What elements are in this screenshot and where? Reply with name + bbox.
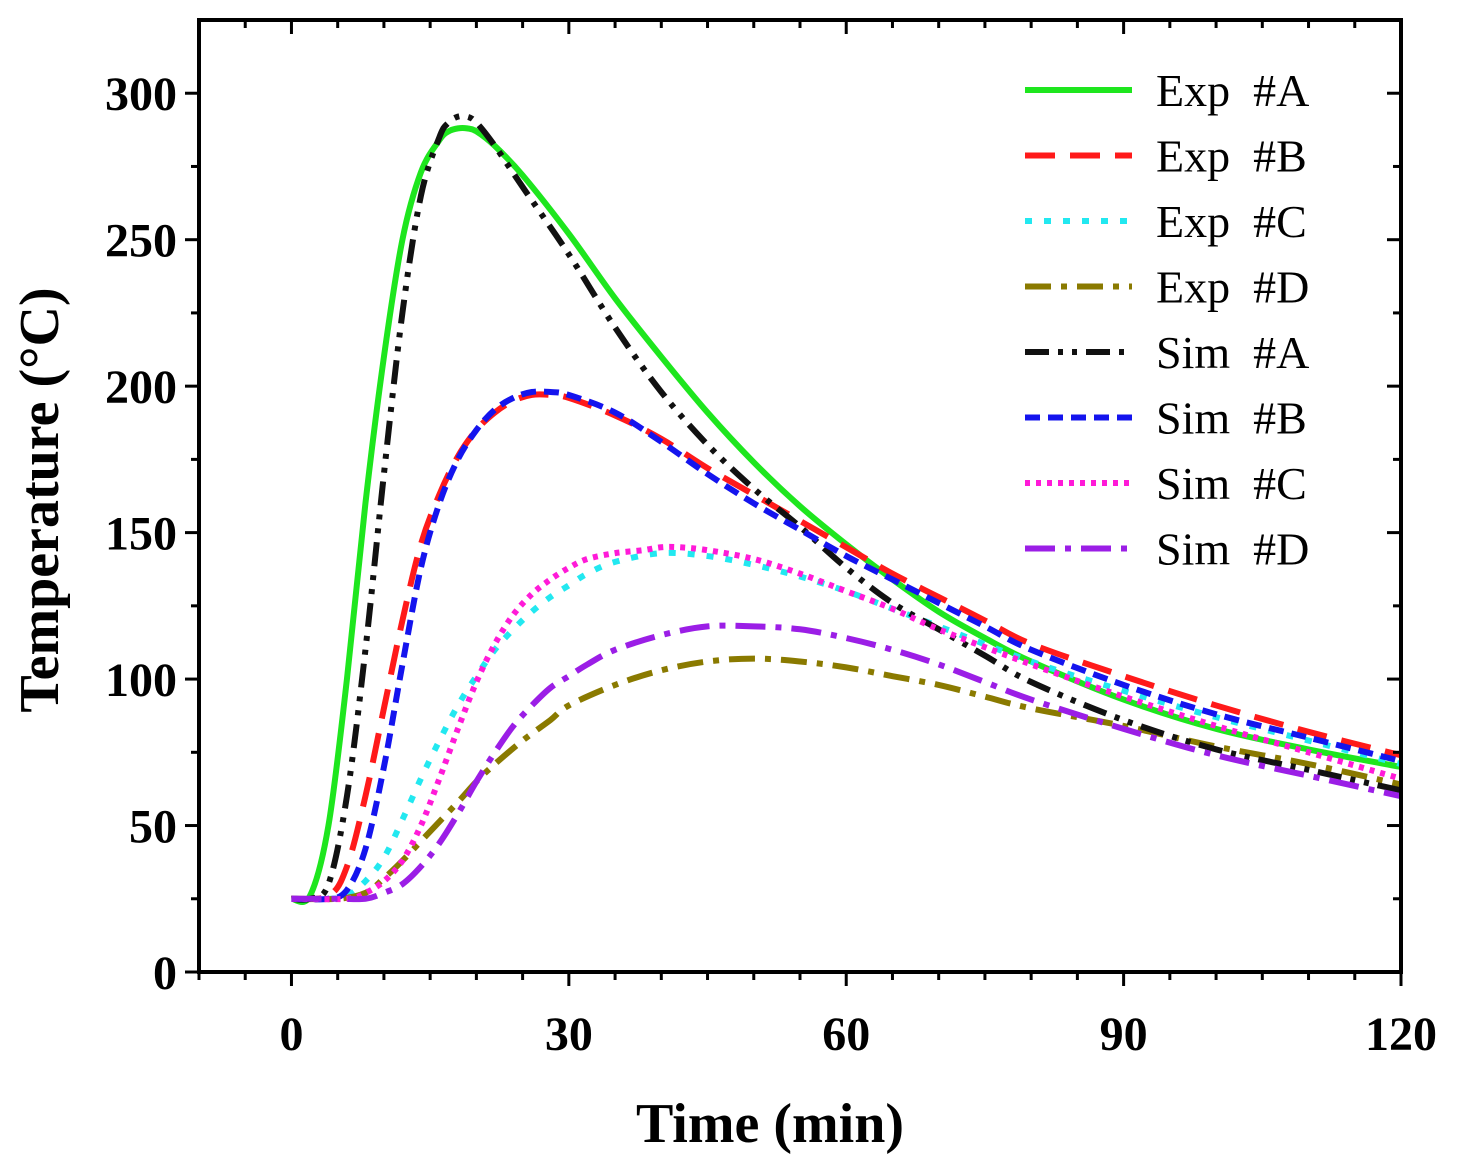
series-layer (290, 112, 1401, 905)
y-tick-label: 200 (105, 361, 177, 414)
y-tick-label: 100 (105, 654, 177, 707)
legend-label: Sim #D (1156, 524, 1309, 575)
legend-item: Sim #B (1025, 393, 1307, 444)
series-line-sim-b (291, 388, 1401, 903)
series-line-sim-d (291, 622, 1401, 903)
series-line-sim-a (291, 112, 1401, 903)
y-axis-title: Temperature (°C) (9, 287, 71, 712)
legend-item: Exp #A (1025, 65, 1309, 116)
legend-item: Sim #D (1025, 524, 1309, 575)
series-line-exp-a (290, 125, 1401, 905)
y-tick-label: 250 (105, 215, 177, 268)
x-tick-label: 90 (1100, 1008, 1148, 1061)
y-tick-label: 300 (105, 68, 177, 121)
legend: Exp #A Exp #B Exp #C Exp #D Sim #A Sim #B Sim … (1025, 65, 1309, 575)
legend-item: Sim #A (1025, 327, 1309, 378)
y-tick-label: 0 (153, 947, 177, 1000)
x-tick-label: 0 (279, 1008, 303, 1061)
series-line-exp-c (291, 549, 1401, 902)
x-axis-title: Time (min) (636, 1093, 904, 1155)
legend-item: Exp #D (1025, 262, 1309, 313)
legend-label: Exp #C (1156, 196, 1307, 247)
legend-label: Sim #B (1156, 393, 1307, 444)
legend-label: Exp #A (1156, 65, 1309, 116)
y-tick-label: 50 (129, 801, 177, 854)
legend-label: Sim #A (1156, 327, 1309, 378)
axes-layer: 0 30 60 90 120 0 50 100 150 200 250 300 (105, 18, 1437, 1061)
legend-label: Exp #B (1156, 131, 1307, 182)
y-tick-label: 150 (105, 508, 177, 561)
legend-label: Exp #D (1156, 262, 1309, 313)
legend-item: Sim #C (1025, 458, 1307, 509)
legend-item: Exp #B (1025, 131, 1307, 182)
legend-label: Sim #C (1156, 458, 1307, 509)
x-tick-label: 60 (822, 1008, 870, 1061)
x-tick-label: 120 (1365, 1008, 1437, 1061)
x-tick-label: 30 (545, 1008, 593, 1061)
series-line-sim-c (291, 543, 1401, 903)
legend-item: Exp #C (1025, 196, 1307, 247)
